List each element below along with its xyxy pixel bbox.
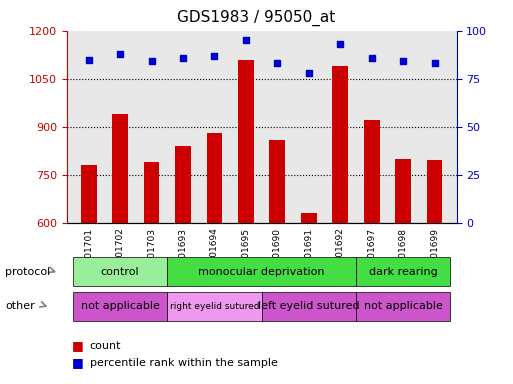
Point — [147, 58, 155, 65]
Bar — [269, 139, 285, 223]
Bar — [207, 133, 222, 223]
Bar — [332, 66, 348, 223]
Bar — [356, 257, 450, 286]
Text: ■: ■ — [72, 339, 84, 352]
Bar — [301, 213, 317, 223]
Point — [336, 41, 344, 47]
Bar — [262, 292, 356, 321]
Text: protocol: protocol — [5, 266, 50, 277]
Text: not applicable: not applicable — [81, 301, 160, 311]
Text: control: control — [101, 266, 140, 277]
Point — [430, 60, 439, 66]
Text: not applicable: not applicable — [364, 301, 443, 311]
Point — [179, 55, 187, 61]
Text: count: count — [90, 341, 121, 351]
Bar — [238, 60, 254, 223]
Point — [273, 60, 282, 66]
Bar — [356, 292, 450, 321]
Point — [368, 55, 376, 61]
Bar — [167, 257, 356, 286]
Text: percentile rank within the sample: percentile rank within the sample — [90, 358, 278, 368]
Point — [242, 37, 250, 43]
Bar — [112, 114, 128, 223]
Bar — [395, 159, 411, 223]
Text: left eyelid sutured: left eyelid sutured — [258, 301, 360, 311]
Text: GDS1983 / 95050_at: GDS1983 / 95050_at — [177, 10, 336, 26]
Text: other: other — [5, 301, 35, 311]
Point — [85, 56, 93, 63]
Bar — [364, 120, 380, 223]
Bar — [73, 292, 167, 321]
Bar — [175, 146, 191, 223]
Text: ■: ■ — [72, 356, 84, 369]
Bar — [427, 161, 442, 223]
Point — [116, 51, 124, 57]
Point — [210, 53, 219, 59]
Text: monocular deprivation: monocular deprivation — [199, 266, 325, 277]
Text: right eyelid sutured: right eyelid sutured — [170, 302, 259, 311]
Point — [399, 58, 407, 65]
Text: dark rearing: dark rearing — [369, 266, 438, 277]
Bar — [81, 165, 96, 223]
Bar — [144, 162, 160, 223]
Point — [305, 70, 313, 76]
Bar — [167, 292, 262, 321]
Bar — [73, 257, 167, 286]
